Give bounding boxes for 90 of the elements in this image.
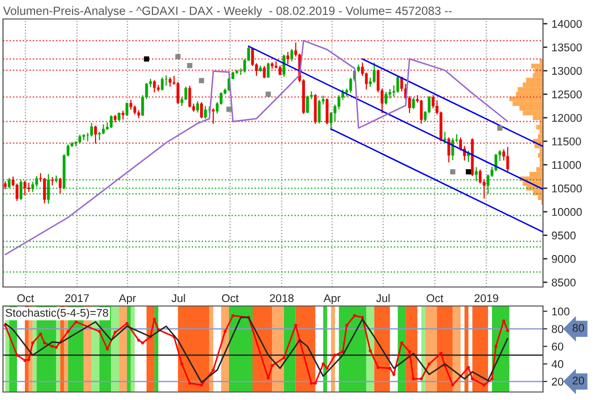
candlestick — [326, 98, 328, 125]
y-tick-label: 9500 — [552, 232, 576, 240]
candlestick — [153, 80, 156, 93]
candlestick — [47, 174, 50, 204]
point — [466, 169, 472, 174]
y-tick-label: 20 — [552, 378, 564, 386]
point — [497, 125, 502, 131]
candlestick — [27, 182, 30, 193]
candlestick — [20, 179, 22, 201]
candlestick — [306, 95, 309, 114]
point — [187, 62, 192, 68]
point — [144, 56, 150, 62]
candlestick — [262, 65, 266, 79]
candlestick — [31, 181, 34, 193]
candlestick — [447, 136, 450, 163]
candlestick — [290, 48, 294, 62]
candlestick — [16, 183, 18, 202]
point — [266, 92, 271, 97]
candlestick — [372, 62, 376, 84]
candlestick — [451, 137, 454, 161]
candlestick — [251, 47, 254, 67]
y-tick-label: 80 — [552, 325, 564, 333]
candlestick — [184, 86, 188, 100]
candlestick — [212, 108, 215, 124]
candlestick — [8, 177, 11, 189]
candlestick — [278, 64, 282, 76]
candlestick — [474, 166, 478, 182]
candlestick — [82, 134, 86, 141]
x-tick-label: Jul — [172, 294, 185, 302]
point — [450, 169, 456, 174]
chart-title: Volumen-Preis-Analyse - ^GDAXI - DAX - Weekly - 08.02.2019 - Volume= 4572083 -- — [3, 6, 452, 18]
candlestick — [412, 96, 415, 110]
candlestick — [58, 177, 62, 194]
candlestick — [126, 102, 128, 116]
y-tick-label: 13500 — [552, 43, 582, 52]
candlestick — [23, 180, 26, 196]
line-series — [4, 40, 508, 256]
point — [175, 54, 181, 60]
candlestick — [204, 105, 207, 120]
candlestick — [388, 88, 392, 100]
candlestick — [129, 99, 132, 110]
candlestick — [110, 114, 113, 129]
x-tick-label: Apr — [118, 294, 136, 304]
candlestick — [318, 99, 321, 124]
y-tick-label: 12000 — [552, 114, 582, 122]
candlestick — [196, 100, 199, 114]
candlestick — [338, 94, 340, 110]
x-tick-label: Oct — [426, 294, 444, 302]
x-tick-label: 2019 — [474, 294, 498, 302]
candlestick — [160, 76, 164, 92]
x-tick-label: Oct — [17, 294, 34, 302]
candlestick — [396, 76, 400, 94]
x-tick-label: 2017 — [65, 294, 89, 302]
candlestick — [168, 76, 172, 88]
candlestick — [90, 122, 93, 138]
y-tick-label: 14000 — [552, 20, 582, 28]
candlestick — [282, 54, 286, 78]
x-tick-label: Oct — [222, 294, 239, 302]
candlestick — [43, 177, 46, 204]
y-tick-label: 13000 — [552, 66, 582, 75]
y-tick-label: 12500 — [552, 90, 582, 98]
y-tick-label: 11500 — [552, 138, 581, 146]
candlestick — [102, 124, 105, 135]
candlestick — [188, 85, 192, 108]
candlestick — [384, 91, 388, 106]
candlestick — [420, 99, 423, 124]
y-tick-label: 60 — [552, 342, 564, 351]
x-tick-label: Jul — [376, 294, 390, 302]
candlestick — [408, 96, 411, 114]
candlestick — [94, 125, 97, 144]
x-tick-label: 2018 — [270, 294, 294, 302]
y-tick-label: 10000 — [552, 208, 582, 216]
x-tick-label: Apr — [324, 294, 341, 304]
candlestick — [200, 102, 203, 119]
y-tick-label: 9000 — [552, 255, 576, 263]
y-tick-label: 11000 — [552, 161, 581, 169]
candlestick — [266, 62, 270, 78]
y-tick-label: 8500 — [552, 278, 576, 286]
candlestick — [443, 131, 446, 144]
point — [226, 106, 232, 112]
candlestick — [478, 168, 482, 184]
candlestick — [176, 81, 180, 105]
point — [198, 78, 204, 84]
y-tick-label: 100 — [552, 308, 570, 316]
candlestick — [432, 94, 434, 109]
candlestick — [286, 51, 290, 65]
y-tick-label: 10500 — [552, 184, 582, 192]
candlestick — [506, 146, 510, 172]
y-tick-label: 40 — [552, 360, 564, 368]
chart-title: Stochastic(5-4-5)=78 — [6, 308, 108, 319]
